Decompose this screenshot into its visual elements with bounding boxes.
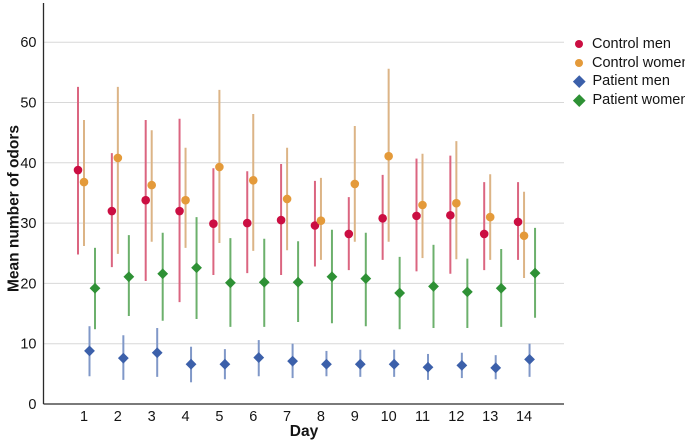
- data-point: [276, 215, 286, 225]
- data-point: [394, 287, 406, 299]
- data-point: [147, 180, 156, 190]
- data-point: [524, 353, 535, 365]
- data-point: [181, 195, 190, 205]
- data-point: [316, 216, 326, 225]
- data-point: [113, 153, 123, 163]
- data-point: [461, 286, 473, 298]
- data-point: [157, 268, 169, 280]
- data-point: [529, 267, 541, 279]
- legend-label: Patient men: [592, 73, 670, 90]
- data-point: [248, 175, 258, 185]
- data-point: [418, 200, 427, 210]
- x-tick-label: 13: [482, 409, 498, 425]
- x-tick-label: 4: [182, 409, 190, 425]
- y-tick-label: 0: [28, 397, 36, 413]
- y-axis-title: Mean number of odors: [5, 124, 23, 293]
- data-point: [490, 362, 502, 374]
- data-point: [225, 277, 236, 289]
- x-tick-label: 3: [148, 409, 156, 425]
- data-point: [388, 358, 400, 370]
- y-tick-label: 20: [20, 276, 36, 292]
- diamond-marker-icon: [573, 93, 586, 106]
- data-point: [456, 360, 468, 371]
- x-tick-label: 6: [249, 409, 257, 425]
- data-point: [258, 276, 270, 288]
- diamond-marker-icon: [573, 75, 586, 88]
- data-point: [209, 219, 218, 229]
- x-tick-label: 2: [114, 409, 122, 425]
- data-point: [287, 355, 298, 367]
- legend-label: Patient women: [592, 91, 685, 108]
- data-point: [513, 217, 523, 227]
- data-point: [73, 165, 83, 175]
- data-point: [326, 271, 338, 283]
- x-tick-label: 12: [448, 409, 464, 425]
- data-point: [185, 358, 197, 370]
- data-point: [79, 177, 89, 187]
- legend: Control men Control women Patient men Patie…: [573, 36, 685, 109]
- legend-label: Control men: [592, 36, 671, 53]
- x-axis-title: Day: [289, 423, 319, 440]
- data-point: [519, 231, 529, 241]
- legend-item: Patient men: [573, 73, 685, 90]
- x-tick-label: 8: [317, 409, 325, 425]
- data-point: [117, 352, 129, 364]
- data-point: [141, 195, 150, 205]
- x-tick-label: 10: [381, 409, 397, 425]
- legend-item: Patient women: [573, 91, 685, 109]
- y-tick-label: 30: [20, 216, 36, 232]
- data-point: [495, 282, 507, 294]
- data-point: [412, 211, 421, 221]
- x-tick-label: 1: [80, 409, 88, 425]
- data-point: [321, 358, 332, 370]
- y-tick-label: 40: [20, 156, 36, 172]
- data-point: [282, 194, 292, 204]
- data-point: [344, 229, 354, 239]
- data-point: [151, 347, 163, 359]
- y-tick-label: 50: [20, 96, 36, 112]
- data-point: [479, 229, 489, 239]
- data-point: [215, 162, 224, 172]
- x-tick-label: 5: [215, 409, 223, 425]
- data-point: [253, 352, 265, 363]
- data-point: [175, 206, 184, 216]
- x-tick-label: 14: [516, 409, 532, 425]
- data-point: [485, 212, 495, 222]
- circle-marker-icon: [575, 58, 583, 67]
- data-point: [446, 210, 455, 220]
- data-point: [384, 151, 393, 161]
- x-tick-label: 7: [283, 409, 291, 425]
- data-point: [219, 358, 231, 370]
- data-point: [292, 276, 304, 288]
- legend-item: Control women: [575, 55, 685, 72]
- data-point: [428, 281, 439, 292]
- y-tick-label: 10: [20, 337, 36, 353]
- data-point: [354, 358, 366, 370]
- x-tick-label: 9: [351, 409, 359, 425]
- data-point: [360, 273, 372, 284]
- data-point: [452, 198, 461, 208]
- legend-item: Control men: [575, 36, 685, 53]
- data-point: [422, 361, 434, 373]
- data-point: [378, 213, 387, 223]
- data-point: [107, 206, 117, 216]
- x-tick-label: 11: [415, 409, 430, 425]
- data-point: [242, 218, 252, 228]
- data-point: [123, 271, 135, 283]
- legend-label: Control women: [592, 54, 685, 71]
- data-point: [191, 262, 202, 274]
- circle-marker-icon: [575, 40, 583, 49]
- data-point: [310, 221, 320, 230]
- data-point: [89, 282, 101, 294]
- data-point: [84, 345, 95, 357]
- y-tick-label: 60: [20, 35, 36, 51]
- data-point: [350, 179, 360, 189]
